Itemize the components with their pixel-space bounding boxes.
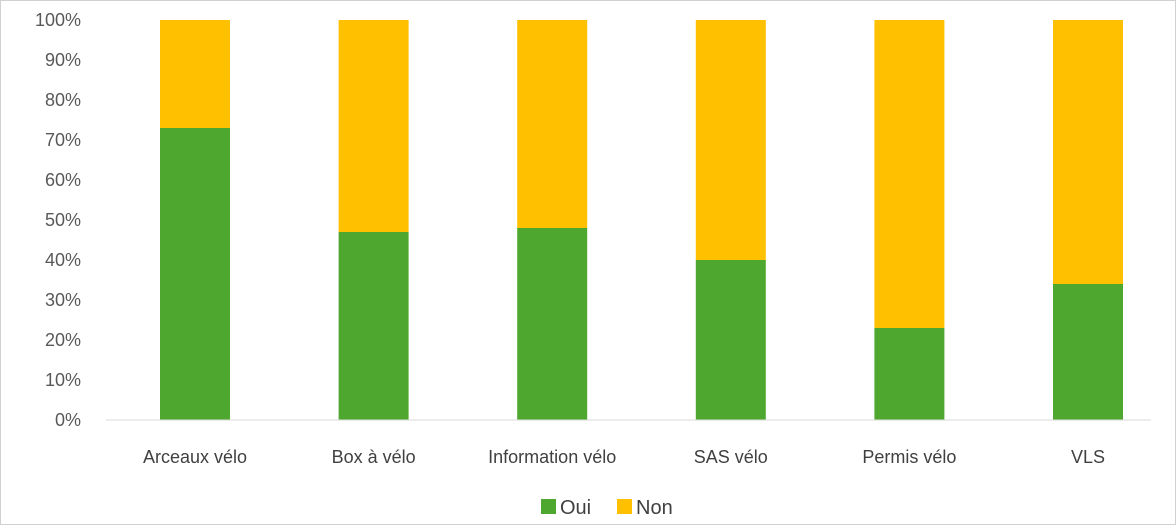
y-tick-label: 30% — [45, 290, 81, 310]
y-tick-label: 80% — [45, 90, 81, 110]
x-tick-label: SAS vélo — [694, 447, 768, 467]
bar-non-4 — [874, 20, 945, 328]
x-tick-label: Information vélo — [488, 447, 616, 467]
y-tick-label: 50% — [45, 210, 81, 230]
bar-non-5 — [1053, 20, 1123, 284]
bar-oui-5 — [1053, 284, 1123, 420]
y-tick-label: 40% — [45, 250, 81, 270]
bar-non-0 — [160, 20, 230, 128]
y-tick-label: 90% — [45, 50, 81, 70]
bar-non-3 — [695, 20, 766, 260]
x-tick-label: Box à vélo — [332, 447, 416, 467]
bar-oui-1 — [338, 232, 409, 420]
x-tick-label: VLS — [1071, 447, 1105, 467]
y-tick-label: 60% — [45, 170, 81, 190]
legend-label-non: Non — [636, 497, 673, 519]
bars — [160, 20, 1123, 420]
x-tick-label: Arceaux vélo — [143, 447, 247, 467]
y-tick-label: 0% — [55, 410, 81, 430]
bar-oui-3 — [695, 260, 766, 420]
bar-non-2 — [517, 20, 588, 228]
legend-swatch-non — [617, 499, 632, 514]
x-tick-label: Permis vélo — [862, 447, 956, 467]
y-tick-label: 10% — [45, 370, 81, 390]
y-tick-label: 100% — [35, 10, 81, 30]
bar-oui-4 — [874, 328, 945, 420]
y-tick-label: 20% — [45, 330, 81, 350]
bar-oui-2 — [517, 228, 588, 420]
y-tick-label: 70% — [45, 130, 81, 150]
legend-label-oui: Oui — [560, 497, 591, 519]
legend-swatch-oui — [541, 499, 556, 514]
legend: Oui Non — [541, 497, 673, 519]
x-axis: Arceaux vélo Box à vélo Information vélo SA… — [143, 447, 1105, 467]
bar-oui-0 — [160, 128, 230, 420]
y-axis: 0% 10% 20% 30% 40% 50% 60% 70% 80% 90% 100% — [35, 10, 81, 430]
bar-non-1 — [338, 20, 409, 232]
